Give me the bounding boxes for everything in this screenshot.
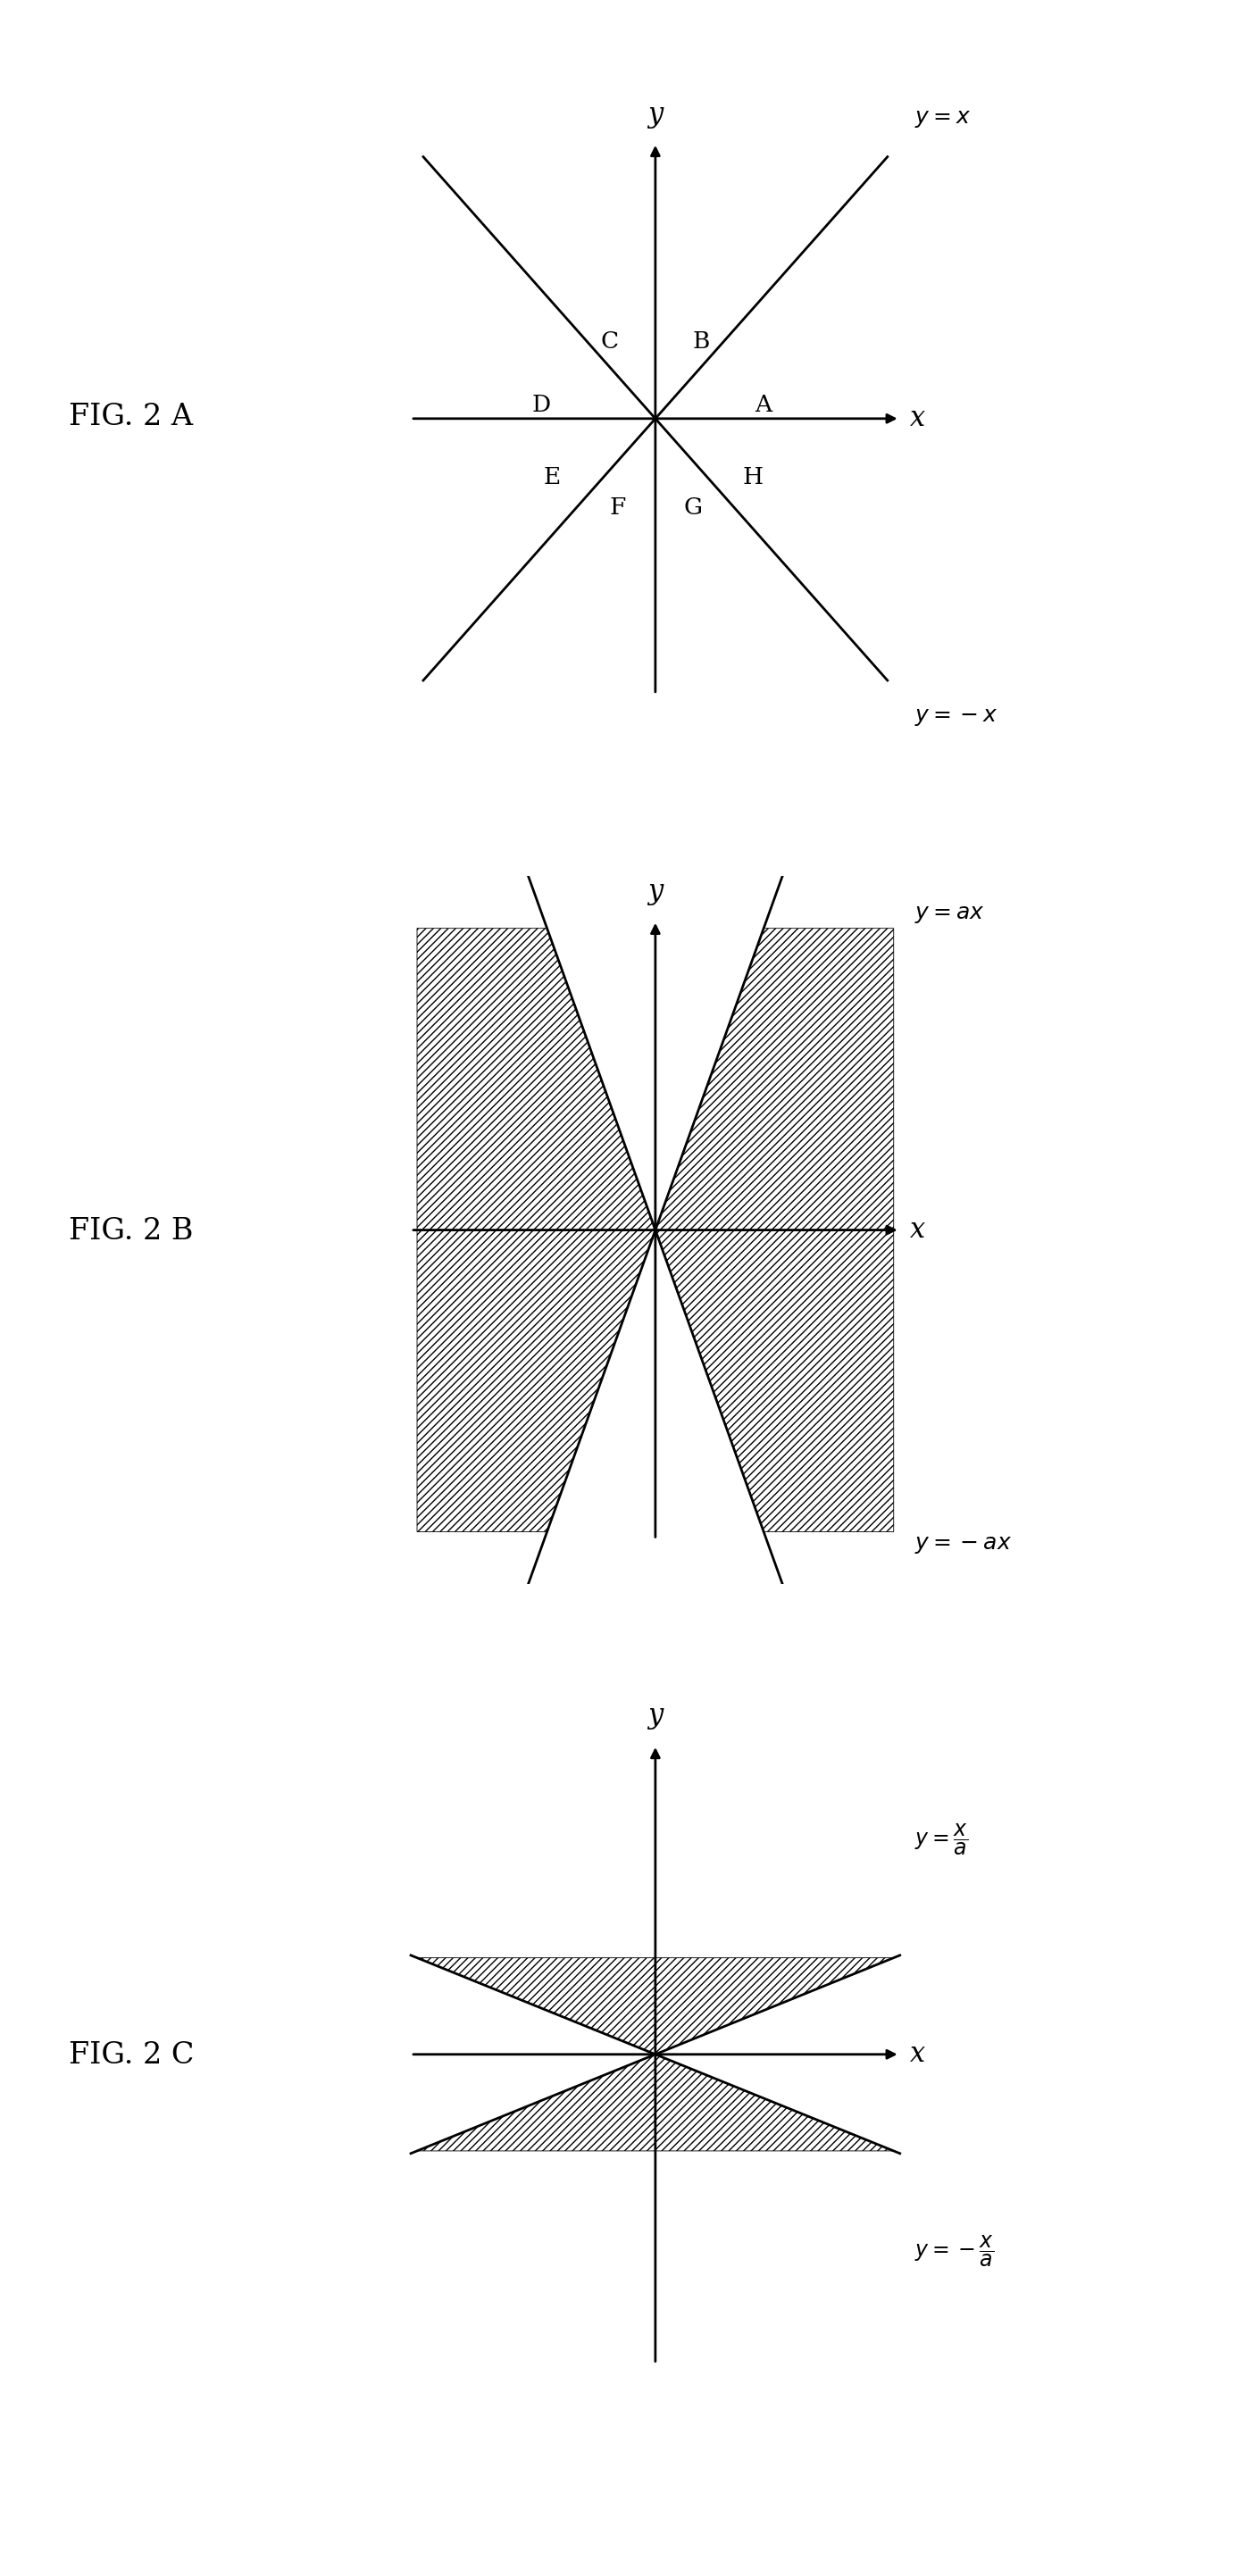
Text: $y = -ax$: $y = -ax$	[914, 1535, 1012, 1556]
Text: x: x	[910, 2040, 925, 2069]
Text: FIG. 2 A: FIG. 2 A	[69, 402, 193, 433]
Text: y: y	[647, 100, 664, 129]
Text: $y = -x$: $y = -x$	[914, 708, 998, 729]
Text: FIG. 2 B: FIG. 2 B	[69, 1216, 193, 1247]
Text: y: y	[647, 878, 664, 904]
Text: G: G	[684, 497, 702, 518]
Text: H: H	[742, 466, 762, 489]
Text: y: y	[647, 1703, 664, 1728]
Text: $y = x$: $y = x$	[914, 108, 970, 129]
Text: D: D	[532, 394, 551, 415]
Text: $y = \dfrac{x}{a}$: $y = \dfrac{x}{a}$	[914, 1821, 968, 1857]
Text: $y = -\dfrac{x}{a}$: $y = -\dfrac{x}{a}$	[914, 2233, 994, 2269]
Text: x: x	[910, 1216, 925, 1244]
Text: FIG. 2 C: FIG. 2 C	[69, 2040, 194, 2071]
Text: F: F	[610, 497, 626, 518]
Text: $y = ax$: $y = ax$	[914, 904, 984, 925]
Text: B: B	[692, 330, 710, 353]
Text: C: C	[601, 330, 618, 353]
Text: A: A	[755, 394, 771, 415]
Text: E: E	[543, 466, 561, 489]
Text: x: x	[910, 404, 925, 433]
